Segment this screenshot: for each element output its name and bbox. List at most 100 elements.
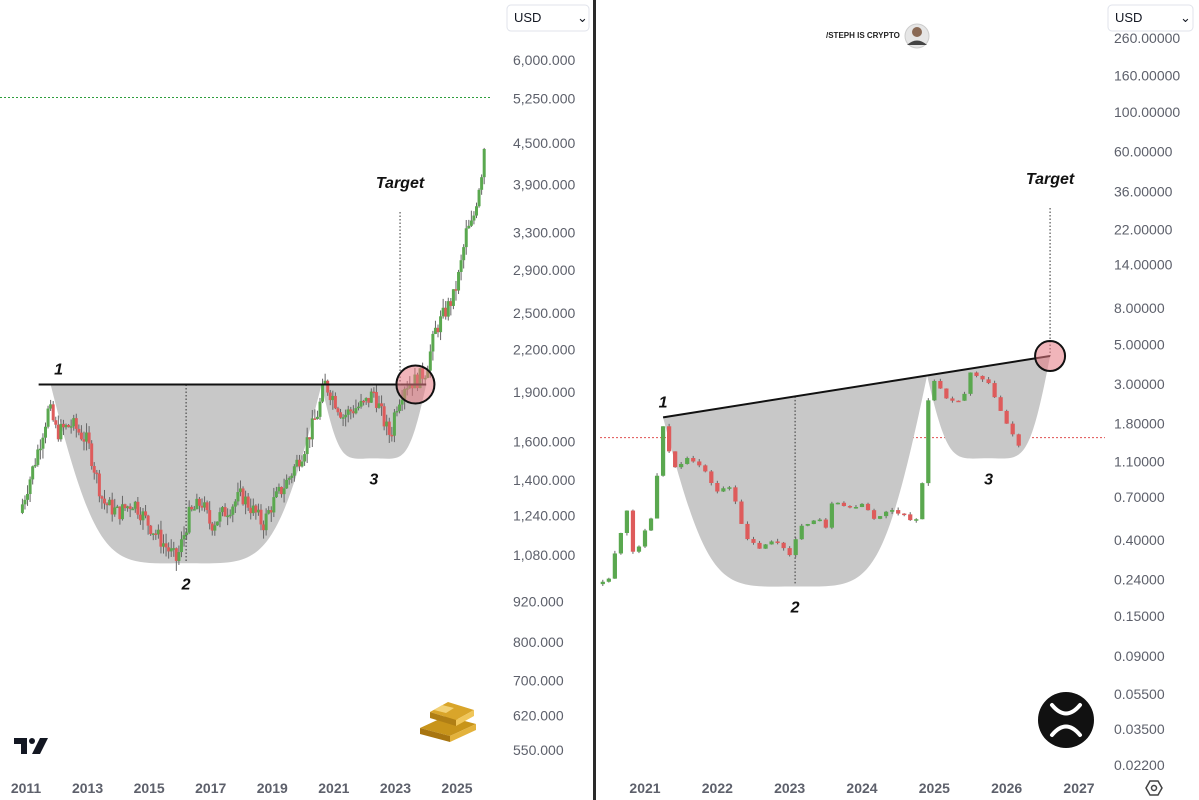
candle-body xyxy=(195,498,199,510)
candle-body xyxy=(382,406,386,427)
pattern-label-3: 3 xyxy=(369,471,378,488)
candle-body xyxy=(1016,434,1021,446)
candle-body xyxy=(223,507,227,517)
candle-body xyxy=(264,513,268,531)
candle-body xyxy=(835,502,840,505)
y-tick-label: 2,200.000 xyxy=(513,342,575,358)
candle-body xyxy=(956,400,961,403)
candle-body xyxy=(703,465,708,472)
candle-body xyxy=(97,473,101,497)
candle-body xyxy=(624,510,630,533)
candle-body xyxy=(691,457,696,462)
candle-body xyxy=(38,448,42,451)
candle-body xyxy=(259,509,263,525)
candle-body xyxy=(115,506,119,509)
candle-body xyxy=(182,535,186,540)
candle-body xyxy=(20,504,24,513)
candle-body xyxy=(745,523,750,540)
candle-body xyxy=(269,510,273,513)
candle-body xyxy=(354,408,358,414)
y-tick-label: 5,250.000 xyxy=(513,91,575,107)
candle-body xyxy=(100,496,104,499)
currency-selector-left[interactable]: USD ⌄ xyxy=(506,4,590,32)
candle-body xyxy=(377,403,381,408)
candle-body xyxy=(467,225,471,229)
candle-body xyxy=(841,502,847,507)
x-tick-label: 2015 xyxy=(134,780,165,796)
candle-body xyxy=(326,380,330,393)
candle-body xyxy=(305,437,309,455)
candle-body xyxy=(144,511,148,516)
target-circle xyxy=(395,364,436,405)
candle-body xyxy=(986,379,991,384)
candle-body xyxy=(859,503,865,508)
candle-body xyxy=(679,463,684,468)
candle-body xyxy=(428,351,432,371)
settings-gear-icon[interactable] xyxy=(1145,780,1163,796)
candle-body xyxy=(205,502,209,511)
candle-body xyxy=(612,553,617,579)
candle-body xyxy=(297,459,301,467)
candle-body xyxy=(648,518,654,531)
y-tick-label: 800.000 xyxy=(513,634,564,650)
candle-body xyxy=(162,543,166,547)
candle-body xyxy=(210,523,214,531)
y-tick-label: 260.00000 xyxy=(1114,30,1180,46)
cup-shape xyxy=(50,384,322,564)
candle-body xyxy=(69,426,73,428)
neckline xyxy=(662,355,1051,419)
x-tick-label: 2011 xyxy=(11,780,42,796)
candle-body xyxy=(914,519,919,521)
candle-body xyxy=(341,417,345,419)
currency-selector-box[interactable] xyxy=(1107,4,1194,32)
candle-body xyxy=(390,434,394,437)
candle-body xyxy=(636,546,642,552)
y-tick-label: 0.24000 xyxy=(1114,572,1165,588)
y-tick-label: 1.10000 xyxy=(1114,454,1165,470)
candle-body xyxy=(715,482,720,492)
candle-body xyxy=(236,492,240,502)
candle-body xyxy=(829,503,834,528)
candle-body xyxy=(138,514,142,521)
candle-body xyxy=(79,432,83,440)
candle-body xyxy=(28,479,32,495)
candle-body xyxy=(51,404,55,421)
candle-body xyxy=(41,437,45,449)
candle-body xyxy=(374,392,378,408)
y-tick-label: 0.70000 xyxy=(1114,489,1165,505)
candle-body xyxy=(799,525,804,540)
candle-body xyxy=(113,507,117,515)
candle-body xyxy=(272,497,276,513)
candle-body xyxy=(697,461,702,466)
currency-selector-box[interactable] xyxy=(506,4,590,32)
handle-shape xyxy=(321,384,427,459)
panel-divider[interactable] xyxy=(593,0,596,800)
watermark-text: /STEPH IS CRYPTO xyxy=(826,31,900,40)
candle-body xyxy=(82,439,86,442)
x-tick-label: 2024 xyxy=(846,780,877,796)
y-tick-label: 0.09000 xyxy=(1114,648,1165,664)
candle-body xyxy=(362,400,366,403)
y-tick-label: 1,600.000 xyxy=(513,434,575,450)
candle-body xyxy=(105,503,109,506)
candle-body xyxy=(203,502,207,508)
currency-selector-right[interactable]: USD ⌄ xyxy=(1107,4,1194,32)
candle-body xyxy=(811,520,816,525)
watermark: /STEPH IS CRYPTO xyxy=(826,23,930,49)
candle-body xyxy=(64,424,68,428)
candle-body xyxy=(769,541,774,545)
candle-body xyxy=(346,409,350,415)
candle-body xyxy=(136,501,140,515)
candle-body xyxy=(344,414,348,418)
y-tick-label: 1.80000 xyxy=(1114,416,1165,432)
candle-body xyxy=(133,501,137,509)
candle-body xyxy=(167,547,171,552)
candle-body xyxy=(477,189,481,207)
y-tick-label: 0.05500 xyxy=(1114,686,1165,702)
candle-body xyxy=(190,506,194,510)
xrp-logo-icon xyxy=(1038,692,1094,748)
candle-body xyxy=(369,391,373,403)
candle-body xyxy=(231,506,235,515)
gold-price-axis: 6,000.000 5,250.000 4,500.000 3,900.000 3,30… xyxy=(513,52,575,758)
candle-body xyxy=(285,479,289,489)
